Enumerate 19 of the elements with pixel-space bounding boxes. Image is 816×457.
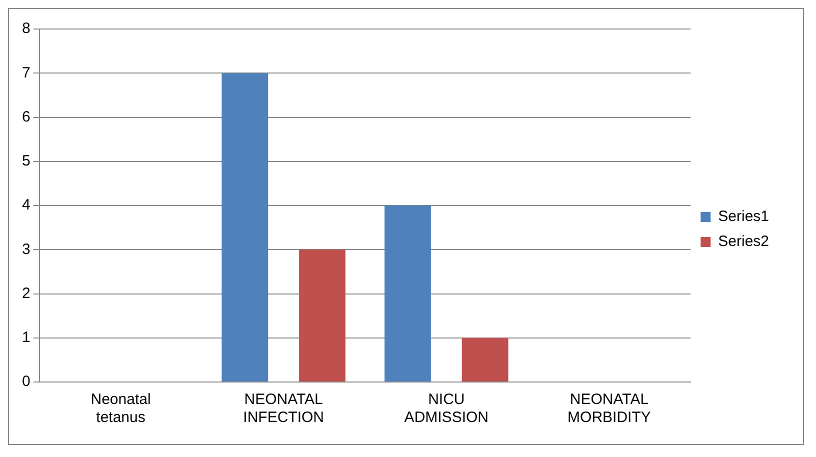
x-tick-label: NEONATAL INFECTION — [243, 391, 324, 426]
y-tick-label: 6 — [22, 108, 30, 126]
y-tick-label: 8 — [22, 20, 30, 38]
bar — [299, 250, 346, 382]
x-tick-label: NICU ADMISSION — [404, 391, 488, 426]
y-tick-label: 4 — [22, 196, 30, 214]
y-tick-label: 2 — [22, 284, 30, 302]
x-tick-label: Neonatal tetanus — [90, 391, 151, 426]
y-tick-label: 3 — [22, 240, 30, 258]
y-tick-label: 5 — [22, 152, 30, 170]
bar — [384, 206, 431, 382]
bar — [222, 73, 268, 382]
y-tick-label: 7 — [22, 64, 30, 82]
y-tick-label: 0 — [22, 373, 30, 390]
legend-label: Series2 — [718, 233, 769, 250]
x-tick-label: NEONATAL MORBIDITY — [568, 391, 651, 426]
y-tick-label: 1 — [22, 329, 30, 346]
legend-label: Series1 — [718, 208, 769, 226]
bar — [462, 338, 508, 382]
